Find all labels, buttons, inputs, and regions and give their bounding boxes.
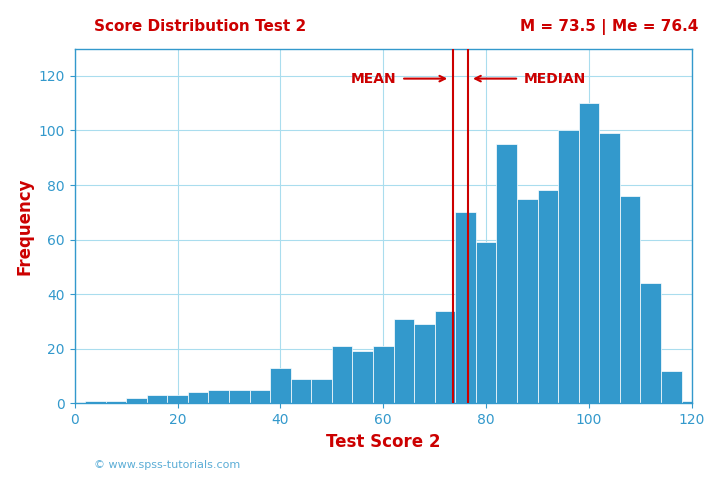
Bar xyxy=(661,371,682,403)
Bar xyxy=(599,133,620,403)
Bar xyxy=(270,368,291,403)
Text: © www.spss-tutorials.com: © www.spss-tutorials.com xyxy=(94,460,240,470)
Bar xyxy=(85,401,106,403)
Bar xyxy=(455,212,476,403)
Bar xyxy=(538,191,558,403)
Bar xyxy=(373,346,394,403)
Text: Score Distribution Test 2: Score Distribution Test 2 xyxy=(94,19,306,34)
Bar xyxy=(352,351,373,403)
Bar xyxy=(394,319,414,403)
Bar xyxy=(558,131,579,403)
Bar xyxy=(496,144,517,403)
Bar xyxy=(332,346,352,403)
Text: MEAN: MEAN xyxy=(351,72,396,85)
Bar xyxy=(291,379,311,403)
Bar xyxy=(106,401,126,403)
Bar xyxy=(640,283,661,403)
Bar xyxy=(126,398,147,403)
Bar xyxy=(188,393,208,403)
Bar xyxy=(250,390,270,403)
X-axis label: Test Score 2: Test Score 2 xyxy=(326,432,441,451)
Bar xyxy=(476,242,496,403)
Bar xyxy=(311,379,332,403)
Text: M = 73.5 | Me = 76.4: M = 73.5 | Me = 76.4 xyxy=(520,19,698,35)
Bar xyxy=(414,324,435,403)
Bar xyxy=(147,395,167,403)
Bar xyxy=(229,390,250,403)
Bar xyxy=(682,401,702,403)
Bar xyxy=(620,196,640,403)
Bar xyxy=(167,395,188,403)
Bar xyxy=(208,390,229,403)
Text: MEDIAN: MEDIAN xyxy=(524,72,586,85)
Bar xyxy=(435,311,455,403)
Y-axis label: Frequency: Frequency xyxy=(15,177,33,275)
Bar xyxy=(517,199,538,403)
Bar xyxy=(579,103,599,403)
